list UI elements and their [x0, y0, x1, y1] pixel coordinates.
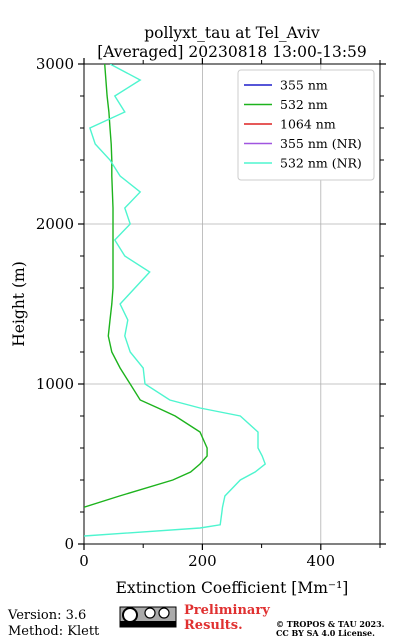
preliminary-text-line: Results. — [184, 618, 243, 633]
legend-box — [237, 69, 375, 181]
x-tick-label: 400 — [306, 552, 335, 570]
license: CC BY SA 4.0 License. — [276, 628, 375, 638]
x-axis-label: Extinction Coefficient [Mm⁻¹] — [116, 579, 349, 597]
series-line — [84, 64, 208, 508]
y-tick-label: 0 — [64, 535, 74, 553]
version: Version: 3.6 — [7, 608, 86, 623]
cc-logo — [119, 606, 177, 628]
plot-frame — [83, 63, 381, 545]
legend-label: 355 nm — [280, 78, 328, 93]
x-tick-label: 200 — [188, 552, 217, 570]
preliminary-text: Preliminary — [184, 603, 270, 618]
legend-label: 1064 nm — [280, 117, 336, 132]
method: Method: Klett — [8, 624, 100, 639]
chart-title: pollyxt_tau at Tel_Aviv — [144, 24, 320, 42]
legend-label: 532 nm (NR) — [280, 156, 362, 171]
chart-subtitle: [Averaged] 20230818 13:00-13:59 — [97, 43, 367, 61]
y-axis-label: Height (m) — [10, 261, 28, 347]
y-tick-label: 3000 — [36, 55, 74, 73]
y-tick-label: 2000 — [36, 215, 74, 233]
y-tick-label: 1000 — [36, 375, 74, 393]
copyright: © TROPOS & TAU 2023. — [276, 619, 385, 629]
legend-label: 532 nm — [280, 97, 328, 112]
x-tick-label: 0 — [79, 552, 89, 570]
series-line — [84, 64, 267, 537]
legend-label: 355 nm (NR) — [280, 136, 362, 151]
preliminary-note: Preliminary Results. — [184, 603, 270, 633]
